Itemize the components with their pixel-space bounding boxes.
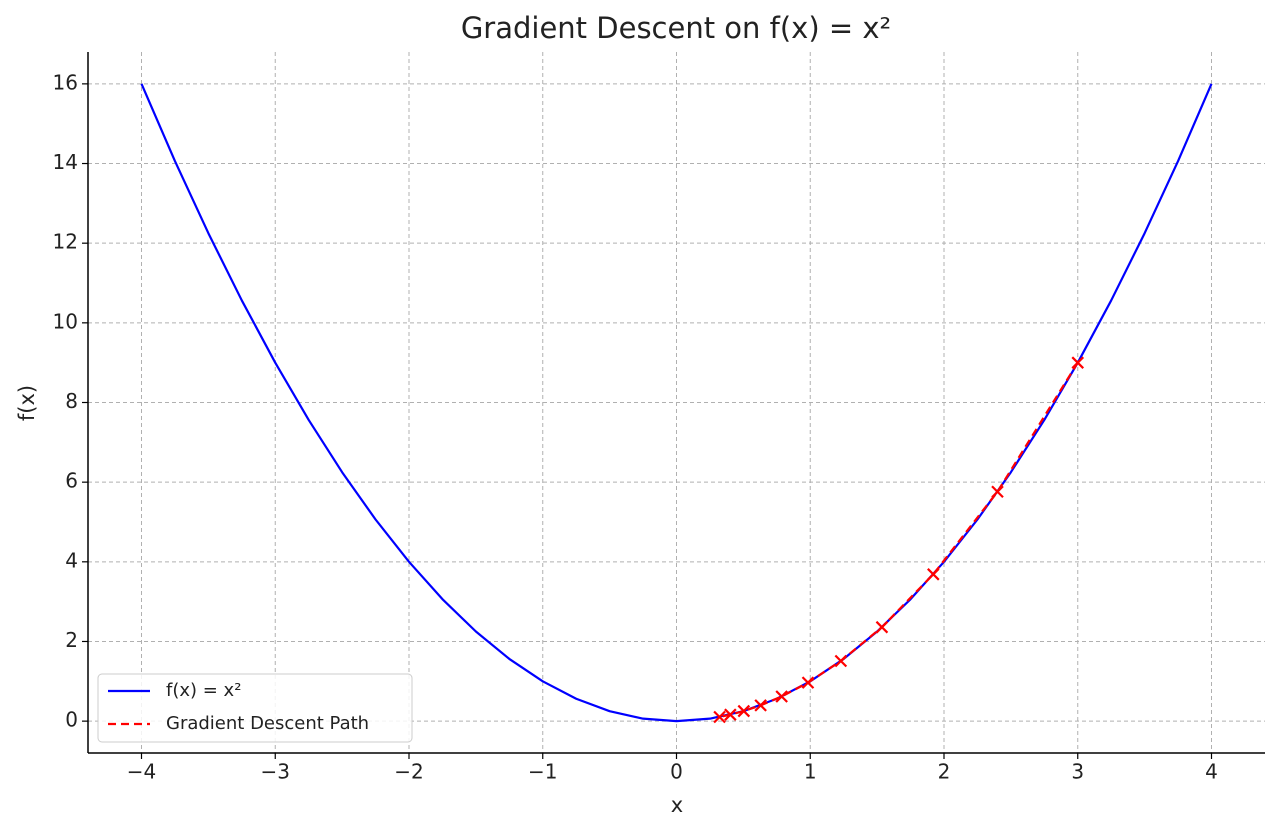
marker — [737, 704, 751, 718]
legend-label: f(x) = x² — [166, 680, 241, 701]
x-tick-label: 2 — [938, 760, 951, 784]
legend: f(x) = x² Gradient Descent Path — [97, 673, 413, 743]
y-tick-label: 14 — [53, 150, 78, 174]
marker — [875, 620, 889, 634]
y-tick-label: 6 — [65, 469, 78, 493]
marker — [713, 710, 726, 724]
chart-title: Gradient Descent on f(x) = x² — [461, 11, 891, 45]
marker — [834, 654, 848, 668]
legend-box — [97, 673, 413, 743]
legend-label: Gradient Descent Path — [166, 713, 369, 734]
y-tick-label: 16 — [53, 70, 78, 94]
y-tick-label: 0 — [65, 708, 78, 732]
series-line — [140, 83, 1213, 723]
series-line — [719, 362, 1079, 719]
x-tick-label: −1 — [528, 760, 557, 784]
y-tick-label: 4 — [65, 548, 78, 572]
y-axis-label: f(x) — [15, 385, 39, 421]
marker — [927, 568, 940, 581]
grid — [88, 52, 1265, 753]
x-tick-label: 1 — [804, 760, 817, 784]
x-axis-label: x — [671, 793, 683, 817]
marker — [1071, 356, 1085, 369]
x-tick-label: −4 — [127, 760, 156, 784]
plot-area — [140, 83, 1213, 724]
marker — [801, 676, 815, 689]
marker — [724, 708, 737, 721]
marker — [775, 690, 788, 703]
y-tick-label: 12 — [53, 230, 78, 254]
marker — [754, 699, 767, 712]
y-tick-label: 2 — [65, 628, 78, 652]
marker — [991, 485, 1004, 498]
x-tick-label: 4 — [1205, 760, 1218, 784]
x-tick-label: −2 — [394, 760, 423, 784]
y-tick-label: 8 — [65, 389, 78, 413]
y-tick-label: 10 — [53, 309, 78, 333]
x-tick-label: 0 — [670, 760, 683, 784]
x-tick-label: −3 — [261, 760, 290, 784]
x-tick-label: 3 — [1071, 760, 1084, 784]
